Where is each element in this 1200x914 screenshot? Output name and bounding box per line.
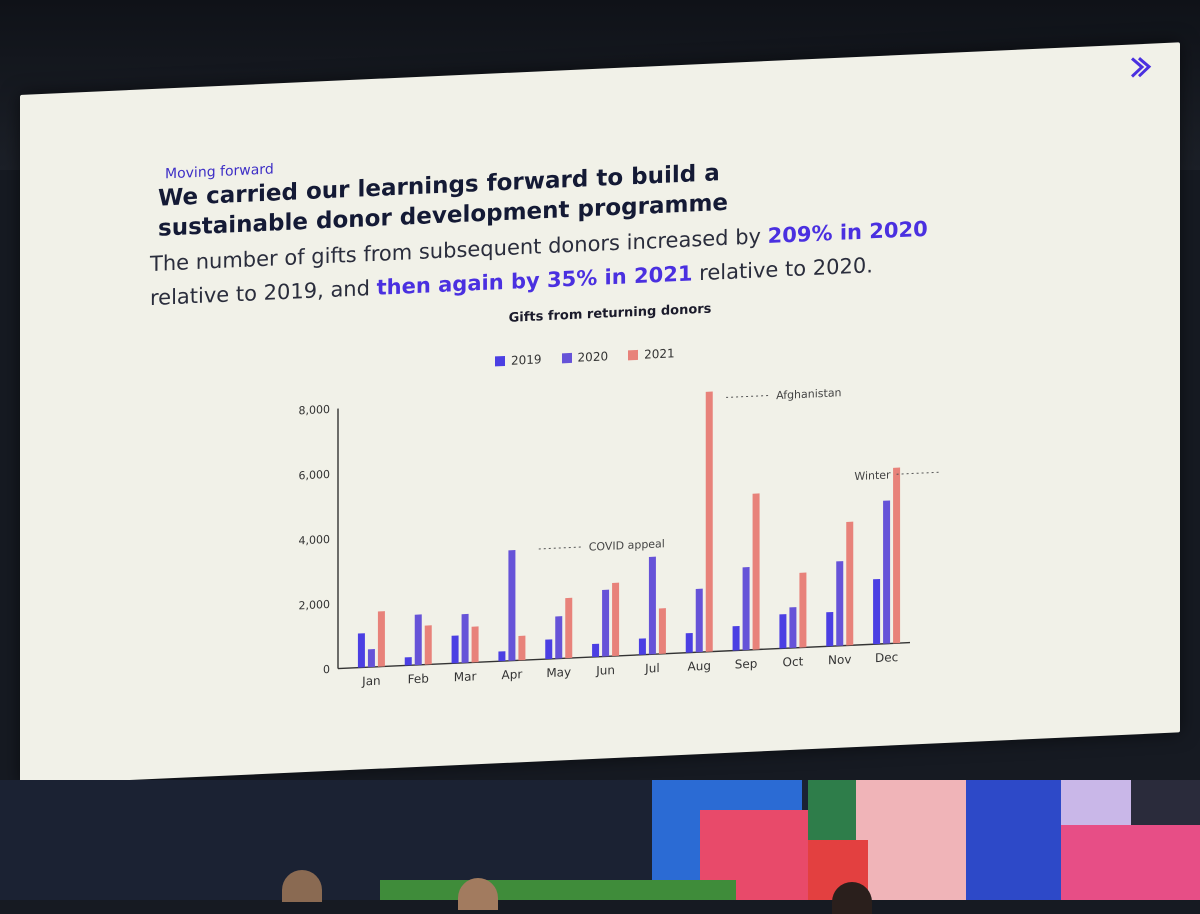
annotation-label: Afghanistan — [776, 386, 841, 402]
bar-2021-mar — [471, 626, 479, 663]
bar-2021-apr — [518, 635, 526, 661]
x-tick-label: Jan — [361, 674, 380, 689]
bar-2021-oct — [799, 572, 807, 648]
audience-head — [832, 882, 872, 914]
audience-head — [282, 870, 322, 902]
bar-2020-oct — [789, 607, 797, 649]
bar-2021-aug — [705, 391, 713, 652]
bar-2019-sep — [732, 625, 740, 651]
annotation-label: COVID appeal — [589, 537, 665, 553]
stage-desk — [380, 880, 736, 900]
x-tick-label: Apr — [502, 667, 523, 682]
annotation-label: Winter — [854, 468, 891, 483]
bar-2019-jun — [592, 643, 600, 658]
bar-2020-jan — [367, 649, 375, 668]
x-tick-label: Sep — [735, 657, 758, 672]
brand-logo-icon — [1130, 57, 1152, 78]
annotation-leader — [896, 471, 942, 475]
bar-2021-may — [565, 597, 573, 659]
bar-2020-nov — [836, 561, 844, 646]
bar-2019-dec — [873, 578, 881, 645]
bar-chart: 0 2,000 4,000 6,000 8,000 Jan Feb Mar Apr May Jun J… — [299, 386, 942, 689]
bar-2020-mar — [461, 613, 469, 663]
bar-2020-may — [555, 616, 563, 659]
annotation-leader — [538, 546, 581, 550]
bar-2021-jun — [612, 582, 620, 657]
bar-2019-mar — [451, 635, 459, 664]
bar-2021-nov — [846, 521, 854, 646]
chart-container: Gifts from returning donors 2019 2020 20… — [260, 289, 980, 732]
bar-2019-aug — [685, 632, 693, 653]
bar-2021-jan — [377, 611, 385, 667]
x-tick-label: Dec — [875, 650, 898, 665]
x-tick-label: Feb — [408, 671, 429, 686]
bar-2020-aug — [695, 588, 703, 653]
x-tick-label: Jul — [644, 661, 659, 676]
subhead-part-3: relative to 2020. — [692, 253, 873, 286]
bar-2019-feb — [404, 657, 412, 666]
projection-screen: Moving forward We carried our learnings … — [20, 42, 1180, 785]
y-tick-label: 2,000 — [299, 598, 330, 612]
stage-backdrop — [0, 780, 1200, 900]
audience-head — [458, 878, 498, 910]
bar-2020-apr — [508, 550, 516, 661]
bar-2021-feb — [424, 625, 432, 665]
bar-2019-jul — [638, 638, 646, 655]
subhead-highlight-1: 209% in 2020 — [767, 216, 928, 249]
x-axis-line — [338, 641, 910, 670]
bar-2020-jul — [648, 556, 656, 655]
backdrop-panel — [856, 780, 966, 900]
y-tick-label: 4,000 — [299, 533, 330, 547]
bar-2020-jun — [602, 589, 610, 657]
subhead-part-2: relative to 2019, and — [150, 275, 377, 311]
x-tick-label: Jun — [595, 663, 615, 678]
bar-2021-dec — [893, 467, 901, 644]
x-tick-label: Mar — [454, 669, 477, 684]
x-tick-label: Nov — [828, 652, 851, 667]
bar-2019-jan — [357, 633, 365, 668]
bar-2021-jul — [658, 608, 666, 654]
x-tick-label: Aug — [688, 659, 711, 674]
y-tick-label: 8,000 — [299, 403, 330, 417]
x-tick-label: Oct — [783, 654, 804, 669]
bar-2019-nov — [826, 611, 834, 647]
bar-2020-feb — [414, 614, 422, 666]
backdrop-panel — [1131, 780, 1200, 825]
y-tick-label: 6,000 — [299, 468, 330, 482]
backdrop-panel — [1061, 780, 1131, 825]
subhead-highlight-2: then again by 35% in 2021 — [376, 261, 693, 300]
annotation-leader — [726, 395, 769, 398]
bar-2020-sep — [742, 566, 750, 651]
y-tick-label: 0 — [323, 663, 330, 676]
bar-2019-apr — [498, 651, 506, 662]
bar-2021-sep — [752, 493, 760, 650]
bar-2020-dec — [883, 500, 891, 644]
bar-2019-may — [545, 639, 553, 660]
bar-2019-oct — [779, 614, 787, 649]
x-tick-label: May — [546, 665, 571, 680]
backdrop-panel — [1061, 825, 1200, 900]
backdrop-panel — [966, 780, 1061, 900]
